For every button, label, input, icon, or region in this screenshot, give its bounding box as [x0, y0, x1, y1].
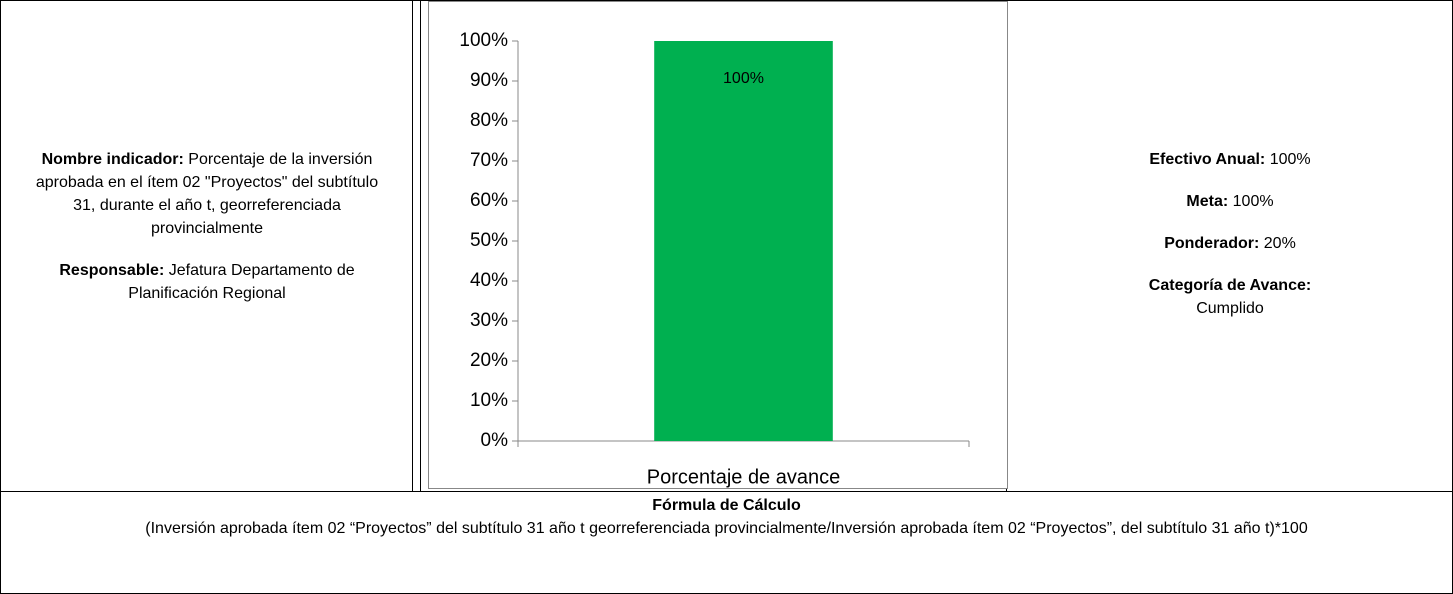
right-cell: Efectivo Anual: 100% Meta: 100% Ponderad…: [1021, 148, 1439, 339]
value: 20%: [1263, 235, 1296, 252]
formula-title: Fórmula de Cálculo: [652, 497, 801, 514]
label: Meta:: [1186, 193, 1229, 210]
border: [1, 491, 1452, 492]
y-tick-label: 40%: [470, 270, 508, 291]
item: Meta: 100%: [1021, 190, 1439, 213]
left-cell: Nombre indicador: Porcentaje de la inver…: [26, 148, 388, 324]
item: Ponderador: 20%: [1021, 232, 1439, 255]
item: Categoría de Avance: Cumplido: [1021, 274, 1439, 320]
y-tick-label: 70%: [470, 150, 508, 171]
y-tick-label: 60%: [470, 190, 508, 211]
value: Jefatura Departamento de Planificación R…: [128, 262, 355, 302]
formula-text: (Inversión aprobada ítem 02 “Proyectos” …: [145, 520, 1308, 537]
chart: 0% 10% 20% 30% 40% 50% 60% 70% 80% 90% 100% Porcent…: [428, 1, 1008, 489]
data-label: 100%: [723, 70, 764, 87]
x-tick-label: Porcentaje de avance: [647, 466, 840, 488]
y-tick-label: 20%: [470, 350, 508, 371]
border: [420, 1, 421, 491]
y-tick-label: 30%: [470, 310, 508, 331]
formula-cell: Fórmula de Cálculo (Inversión aprobada í…: [21, 494, 1432, 540]
border: [412, 1, 413, 491]
y-tick-label: 100%: [459, 30, 508, 51]
value: Cumplido: [1196, 300, 1264, 317]
bar: [654, 41, 833, 441]
label: Efectivo Anual:: [1149, 151, 1266, 168]
label: Nombre indicador:: [41, 151, 184, 168]
y-tick-label: 0%: [481, 430, 509, 451]
y-tick-label: 80%: [470, 110, 508, 131]
value: Porcentaje de la inversión aprobada en e…: [35, 151, 379, 237]
value: 100%: [1232, 193, 1274, 210]
value: 100%: [1269, 151, 1311, 168]
label: Categoría de Avance:: [1148, 277, 1312, 294]
label: Responsable:: [59, 262, 165, 279]
y-tick-label: 10%: [470, 390, 508, 411]
label: Ponderador:: [1164, 235, 1260, 252]
item: Responsable: Jefatura Departamento de Pl…: [26, 259, 388, 305]
y-tick-label: 90%: [470, 70, 508, 91]
item: Efectivo Anual: 100%: [1021, 148, 1439, 171]
y-tick-label: 50%: [470, 230, 508, 251]
item: Nombre indicador: Porcentaje de la inver…: [26, 148, 388, 240]
